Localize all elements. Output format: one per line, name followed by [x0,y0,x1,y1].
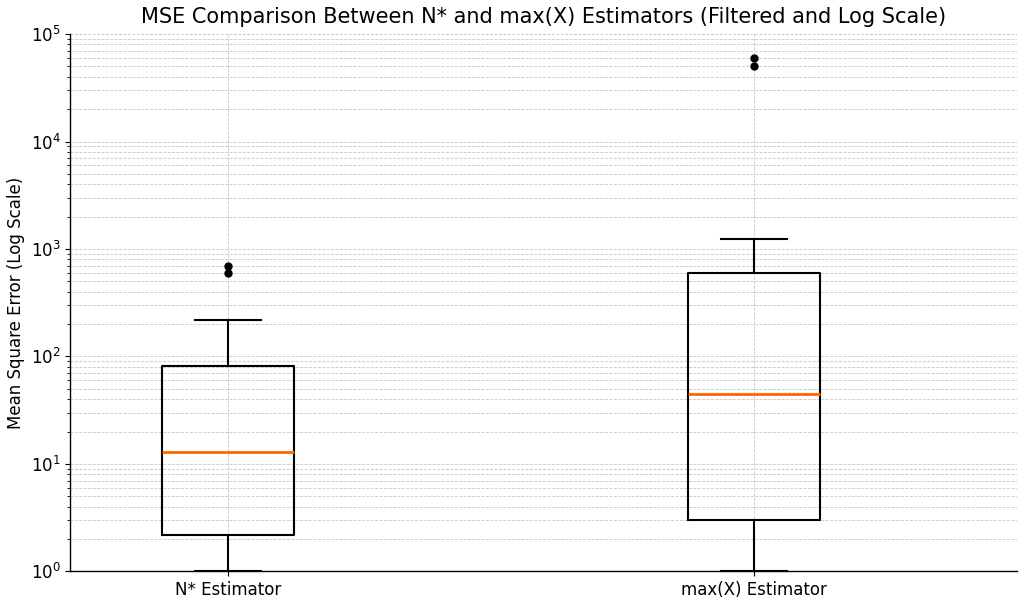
Title: MSE Comparison Between N* and max(X) Estimators (Filtered and Log Scale): MSE Comparison Between N* and max(X) Est… [141,7,946,27]
Y-axis label: Mean Square Error (Log Scale): Mean Square Error (Log Scale) [7,176,25,429]
